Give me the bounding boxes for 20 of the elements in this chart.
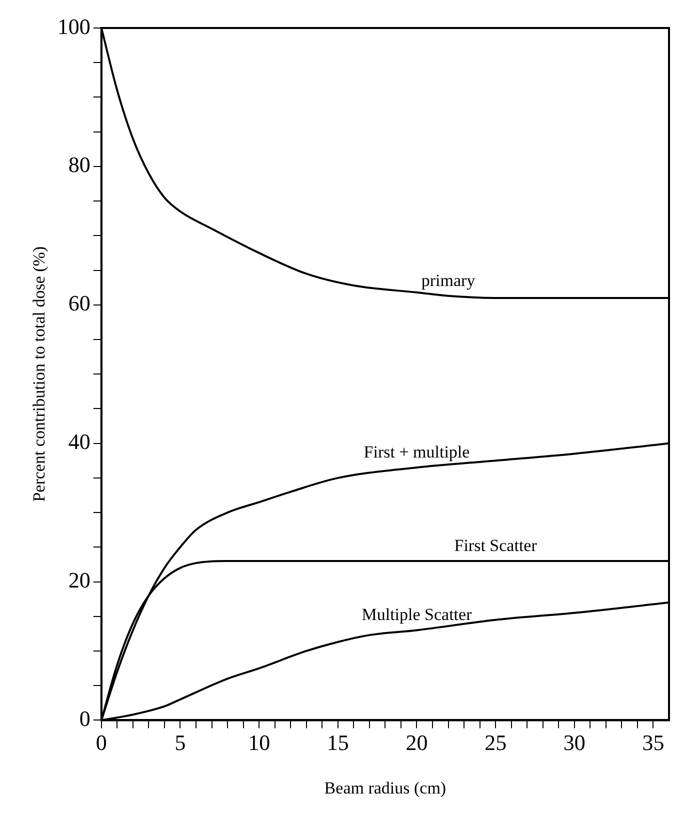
series-label: First Scatter [454,536,538,555]
x-tick-label: 35 [642,730,664,756]
x-tick-label: 0 [96,730,107,756]
y-axis-title: Percent contribution to total dose (%) [30,246,49,502]
y-tick-label: 100 [57,14,90,39]
y-tick-label: 40 [68,429,90,454]
x-tick-label: 20 [406,730,428,756]
series-label: First + multiple [364,442,470,462]
series-label: primary [421,270,476,290]
x-axis-title: Beam radius (cm) [324,778,446,798]
y-tick-label: 60 [68,290,90,316]
x-tick-label: 30 [563,730,586,756]
x-tick-label: 15 [326,730,349,756]
x-tick-label: 25 [484,730,507,756]
y-tick-label: 20 [68,568,90,593]
x-tick-label: 10 [248,730,270,756]
series-label: Multiple Scatter [362,605,472,624]
x-tick-label: 5 [174,730,186,756]
y-tick-label: 0 [79,706,90,731]
y-tick-label: 80 [68,152,90,178]
